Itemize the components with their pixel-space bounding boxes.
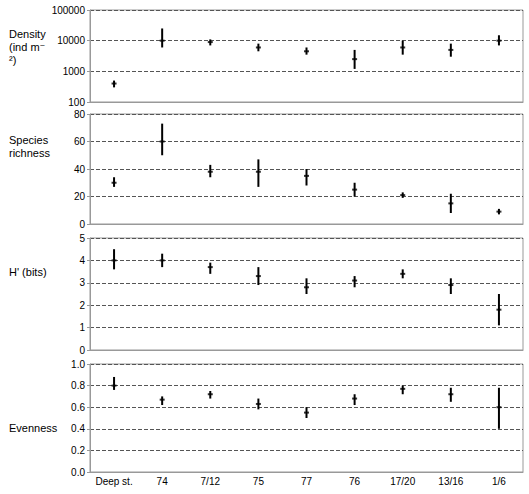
svg-text:2: 2 — [79, 300, 85, 311]
svg-text:80: 80 — [74, 109, 86, 120]
svg-text:13/16: 13/16 — [438, 476, 463, 487]
svg-text:0: 0 — [79, 345, 85, 356]
svg-text:1/6: 1/6 — [492, 476, 506, 487]
svg-text:74: 74 — [157, 476, 169, 487]
svg-text:100: 100 — [68, 97, 85, 108]
svg-text:Density: Density — [9, 28, 49, 40]
svg-text:²): ²) — [9, 54, 16, 66]
svg-text:0.0: 0.0 — [71, 467, 85, 478]
svg-text:0.4: 0.4 — [71, 423, 85, 434]
svg-text:0: 0 — [79, 219, 85, 230]
svg-text:1: 1 — [79, 322, 85, 333]
svg-text:20: 20 — [74, 191, 86, 202]
svg-text:1.0: 1.0 — [71, 359, 85, 370]
svg-text:0.6: 0.6 — [71, 402, 85, 413]
svg-text:0.2: 0.2 — [71, 445, 85, 456]
svg-text:77: 77 — [301, 476, 313, 487]
svg-text:4: 4 — [79, 255, 85, 266]
svg-text:7/12: 7/12 — [201, 476, 221, 487]
svg-text:3: 3 — [79, 277, 85, 288]
svg-text:17/20: 17/20 — [390, 476, 415, 487]
svg-text:Deep st.: Deep st. — [95, 476, 132, 487]
svg-text:Species: Species — [9, 134, 51, 146]
svg-text:0.8: 0.8 — [71, 380, 85, 391]
svg-text:H' (bits): H' (bits) — [9, 266, 47, 278]
svg-text:10000: 10000 — [57, 35, 85, 46]
svg-text:richness: richness — [9, 147, 50, 159]
svg-text:1000: 1000 — [63, 66, 86, 77]
svg-text:5: 5 — [79, 233, 85, 244]
svg-text:76: 76 — [349, 476, 361, 487]
svg-text:Evenness: Evenness — [9, 422, 58, 434]
svg-text:(ind m⁻: (ind m⁻ — [9, 41, 46, 53]
svg-text:40: 40 — [74, 164, 86, 175]
svg-text:100000: 100000 — [52, 5, 86, 16]
svg-text:60: 60 — [74, 136, 86, 147]
svg-text:75: 75 — [253, 476, 265, 487]
